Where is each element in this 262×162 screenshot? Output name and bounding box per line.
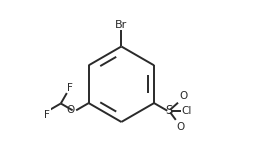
Text: F: F bbox=[67, 83, 73, 93]
Text: Cl: Cl bbox=[182, 106, 192, 116]
Text: O: O bbox=[180, 91, 188, 101]
Text: S: S bbox=[166, 104, 173, 117]
Text: O: O bbox=[177, 122, 185, 132]
Text: Br: Br bbox=[115, 20, 128, 30]
Text: F: F bbox=[44, 110, 50, 120]
Text: O: O bbox=[67, 105, 75, 115]
